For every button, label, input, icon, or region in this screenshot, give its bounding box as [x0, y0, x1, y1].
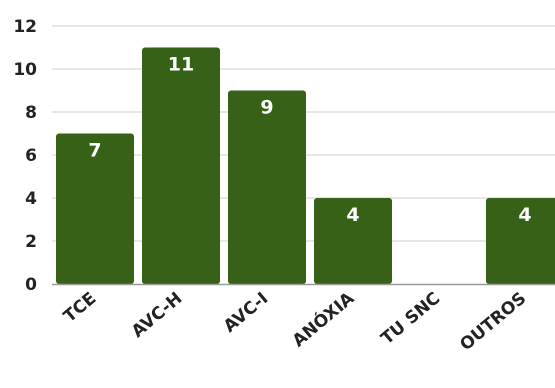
bar-value-labels: 7 11 9 4 4: [88, 54, 531, 227]
x-category-label: TU SNC: [378, 289, 445, 349]
x-category-label: ANÓXIA: [288, 286, 359, 351]
bar-value-label: 9: [260, 97, 273, 119]
y-tick-label: 4: [25, 189, 37, 209]
bar-value-label: 7: [88, 140, 101, 162]
bar-value-label: 4: [346, 204, 359, 226]
x-category-label: TCE: [60, 289, 100, 327]
x-category-label: AVC-H: [128, 289, 186, 342]
bar-tce: [56, 133, 134, 284]
y-tick-label: 0: [25, 275, 37, 295]
bars: [56, 47, 555, 284]
y-tick-label: 8: [25, 103, 37, 123]
x-axis-category-labels: TCE AVC-H AVC-I ANÓXIA TU SNC OUTROS: [60, 286, 530, 355]
x-category-label: OUTROS: [456, 289, 530, 356]
y-axis-ticks: 0 2 4 6 8 10 12: [13, 17, 37, 295]
y-tick-label: 10: [13, 60, 37, 80]
bar-value-label: 4: [518, 204, 531, 226]
bar-anóxia: [314, 198, 392, 284]
y-tick-label: 12: [13, 17, 37, 37]
bar-avc-i: [228, 90, 306, 284]
y-tick-label: 6: [25, 146, 37, 166]
bar-value-label: 11: [168, 54, 194, 76]
y-tick-label: 2: [25, 232, 37, 252]
x-category-label: AVC-I: [220, 289, 272, 337]
bar-avc-h: [142, 47, 220, 284]
bar-outros: [486, 198, 555, 284]
